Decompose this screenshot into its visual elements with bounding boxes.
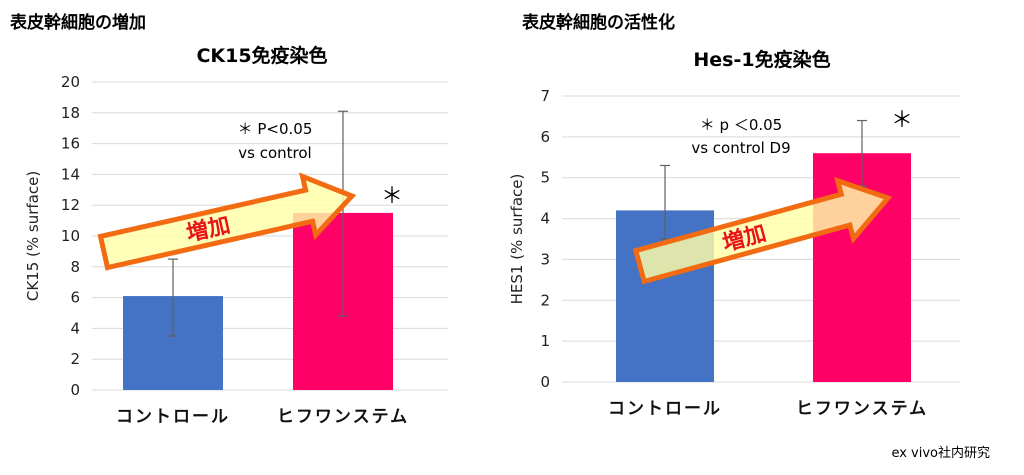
chart1-ytick-label-4: 4 — [70, 319, 80, 337]
chart2-significance-star: ＊ — [891, 108, 913, 133]
chart1-category-label-1: ヒフワンステム — [277, 407, 409, 427]
chart2-ytick-label-6: 6 — [540, 128, 550, 146]
chart1-ytick-label-8: 8 — [70, 258, 80, 276]
section-heading-left: 表皮幹細胞の増加 — [10, 13, 146, 33]
chart2-y-axis-title: HES1 (% surface) — [508, 174, 526, 305]
chart1-title: CK15免疫染色 — [196, 44, 327, 67]
chart2-ytick-label-3: 3 — [540, 250, 550, 268]
chart2-ytick-label-7: 7 — [540, 87, 550, 105]
chart2-ytick-label-2: 2 — [540, 291, 550, 309]
chart1-ytick-label-0: 0 — [70, 381, 80, 399]
chart1-increase-arrow — [97, 172, 357, 271]
chart2-ytick-label-4: 4 — [540, 210, 550, 228]
chart1-ytick-label-16: 16 — [61, 135, 80, 153]
chart1-significance-reference: vs control — [238, 144, 311, 162]
chart1-significance-star: ＊ — [381, 184, 403, 209]
chart2-ytick-label-0: 0 — [540, 373, 550, 391]
chart1-ytick-label-20: 20 — [61, 73, 80, 91]
chart2-significance-note: ＊ p ＜0.05 — [700, 116, 782, 134]
chart1-ytick-label-18: 18 — [61, 104, 80, 122]
chart2-significance-reference: vs control D9 — [691, 139, 790, 157]
chart2-increase-arrow — [632, 176, 893, 285]
chart1-ytick-label-2: 2 — [70, 350, 80, 368]
chart1-ytick-label-14: 14 — [61, 165, 80, 183]
section-heading-right: 表皮幹細胞の活性化 — [522, 13, 675, 33]
chart2-ytick-label-1: 1 — [540, 332, 550, 350]
chart2-ytick-label-5: 5 — [540, 169, 550, 187]
chart1-significance-note: ＊ P<0.05 — [238, 120, 313, 138]
chart2-category-label-1: ヒフワンステム — [796, 399, 928, 419]
chart1-y-axis-title: CK15 (% surface) — [24, 171, 42, 301]
chart1-ytick-label-10: 10 — [61, 227, 80, 245]
chart1-ytick-label-6: 6 — [70, 289, 80, 307]
credit-label: ex vivo社内研究 — [891, 446, 990, 461]
chart2-category-label-0: コントロール — [608, 399, 722, 419]
chart1-ytick-label-12: 12 — [61, 196, 80, 214]
chart1-category-label-0: コントロール — [116, 407, 230, 427]
chart2-title: Hes-1免疫染色 — [693, 48, 830, 71]
